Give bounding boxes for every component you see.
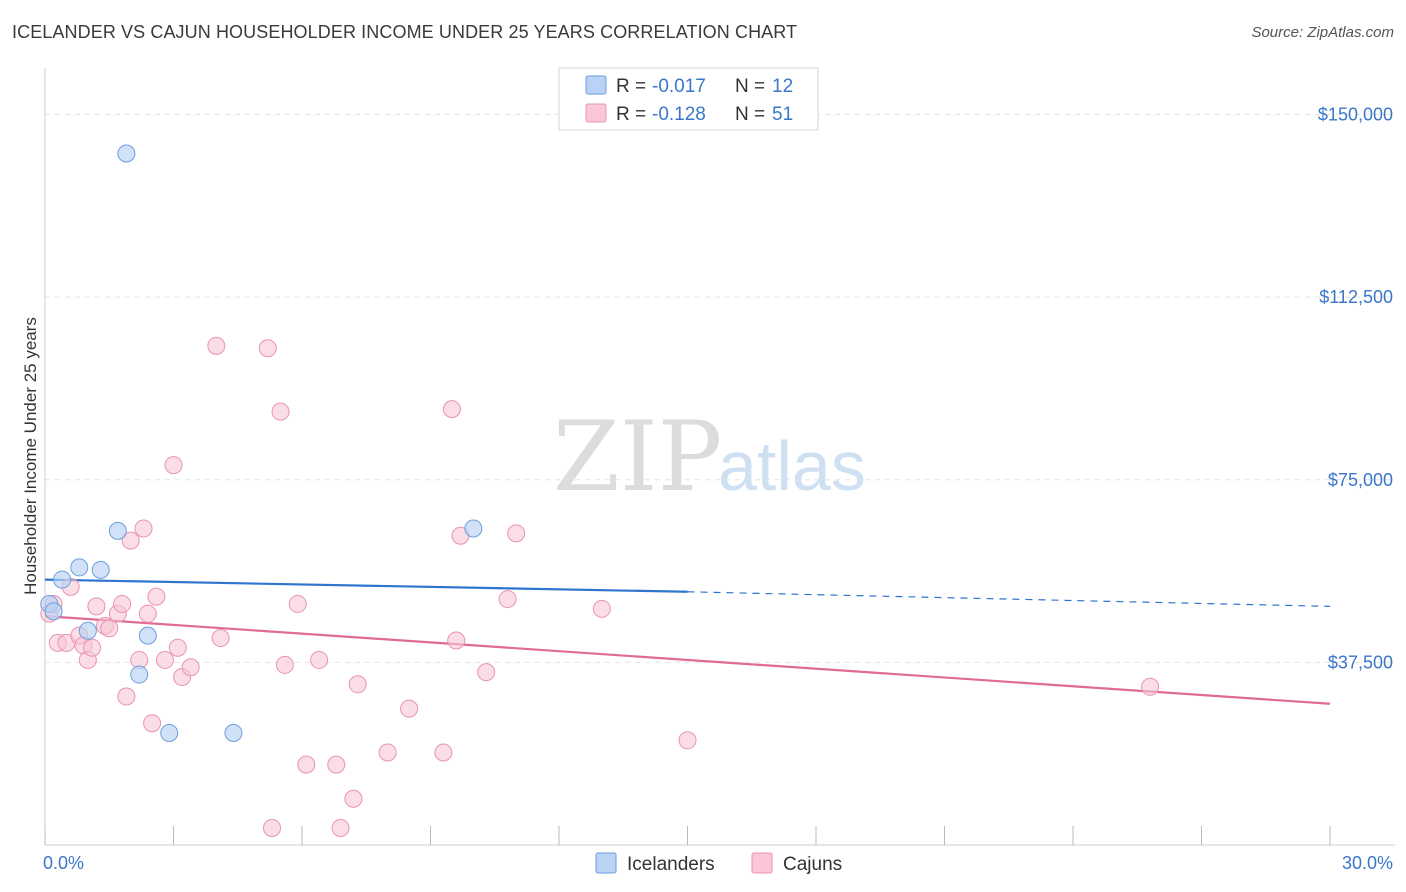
watermark-zip: ZIP <box>553 401 722 513</box>
point-icelanders <box>138 626 157 645</box>
y-tick-label: $75,000 <box>1328 470 1393 490</box>
point-cajuns <box>155 650 174 669</box>
point-cajuns <box>442 400 461 419</box>
point-cajuns <box>348 675 367 694</box>
legend-n-label-2: N = <box>735 104 765 125</box>
x-tick-label-min: 0.0% <box>43 853 84 873</box>
bottom-legend-label-cajuns: Cajuns <box>783 854 842 875</box>
point-cajuns <box>168 638 187 657</box>
point-icelanders <box>78 621 97 640</box>
point-cajuns <box>138 604 157 623</box>
point-cajuns <box>378 743 397 762</box>
point-cajuns <box>181 658 200 677</box>
point-cajuns <box>297 755 316 774</box>
point-cajuns <box>164 456 183 475</box>
point-icelanders <box>130 665 149 684</box>
point-icelanders <box>160 723 179 742</box>
point-cajuns <box>327 755 346 774</box>
legend-n-label-1: N = <box>735 76 765 97</box>
legend-r-value-cajuns: -0.128 <box>652 104 706 125</box>
point-cajuns <box>507 524 526 543</box>
chart-title: ICELANDER VS CAJUN HOUSEHOLDER INCOME UN… <box>12 22 798 42</box>
point-cajuns <box>288 594 307 613</box>
axes <box>44 68 1395 846</box>
bottom-legend-swatch-icelanders <box>595 852 617 874</box>
point-icelanders <box>70 558 89 577</box>
point-cajuns <box>400 699 419 718</box>
legend-r-label-2: R = <box>616 104 646 125</box>
y-tick-labels: $37,500 $75,000 $112,500 $150,000 <box>1318 105 1393 673</box>
point-cajuns <box>258 339 277 358</box>
point-icelanders <box>117 144 136 163</box>
legend-swatch-icelanders <box>585 75 607 95</box>
y-tick-label: $37,500 <box>1328 652 1393 672</box>
point-cajuns <box>678 731 697 750</box>
point-icelanders <box>224 723 243 742</box>
watermark-atlas: atlas <box>718 427 866 505</box>
point-cajuns <box>147 587 166 606</box>
point-cajuns <box>211 629 230 648</box>
point-cajuns <box>134 519 153 538</box>
point-cajuns <box>434 743 453 762</box>
legend-n-value-cajuns: 51 <box>772 104 793 125</box>
point-cajuns <box>331 818 350 837</box>
point-cajuns <box>275 655 294 674</box>
x-tick-labels: 0.0% 30.0% <box>43 853 1393 873</box>
y-tick-label: $150,000 <box>1318 105 1393 125</box>
point-cajuns <box>477 663 496 682</box>
point-cajuns <box>271 402 290 421</box>
trend-lines <box>44 578 1331 705</box>
point-cajuns <box>498 590 517 609</box>
point-icelanders <box>53 570 72 589</box>
point-cajuns <box>207 336 226 355</box>
point-icelanders <box>44 602 63 621</box>
source-label: Source: ZipAtlas.com <box>1251 24 1394 41</box>
point-cajuns <box>143 714 162 733</box>
point-cajuns <box>592 599 611 618</box>
point-cajuns <box>263 818 282 837</box>
gridlines <box>45 114 1395 663</box>
point-icelanders <box>91 560 110 579</box>
point-icelanders <box>464 519 483 538</box>
point-cajuns <box>113 594 132 613</box>
legend-r-label-1: R = <box>616 76 646 97</box>
legend-n-value-icelanders: 12 <box>772 76 793 97</box>
series-legend: Icelanders Cajuns <box>595 852 842 875</box>
stats-legend: R = -0.017 N = 12 R = -0.128 N = 51 <box>558 67 819 131</box>
data-points <box>40 144 1160 837</box>
legend-swatch-cajuns <box>585 103 607 123</box>
point-cajuns <box>100 619 119 638</box>
y-axis-label: Householder Income Under 25 years <box>21 317 40 595</box>
point-cajuns <box>447 631 466 650</box>
point-cajuns <box>310 650 329 669</box>
point-cajuns <box>87 597 106 616</box>
y-tick-label: $112,500 <box>1319 287 1393 307</box>
bottom-legend-swatch-cajuns <box>751 852 773 874</box>
trend-line-cajuns <box>44 615 1331 705</box>
point-cajuns <box>117 687 136 706</box>
trend-line-icelanders <box>44 578 688 593</box>
point-cajuns <box>83 638 102 657</box>
point-cajuns <box>344 789 363 808</box>
point-cajuns <box>1141 677 1160 696</box>
bottom-legend-label-icelanders: Icelanders <box>627 854 715 875</box>
trend-line-icelanders-extrapolated <box>687 591 1331 607</box>
x-tick-label-max: 30.0% <box>1342 853 1393 873</box>
point-cajuns <box>121 531 140 550</box>
point-icelanders <box>108 521 127 540</box>
legend-r-value-icelanders: -0.017 <box>652 76 706 97</box>
